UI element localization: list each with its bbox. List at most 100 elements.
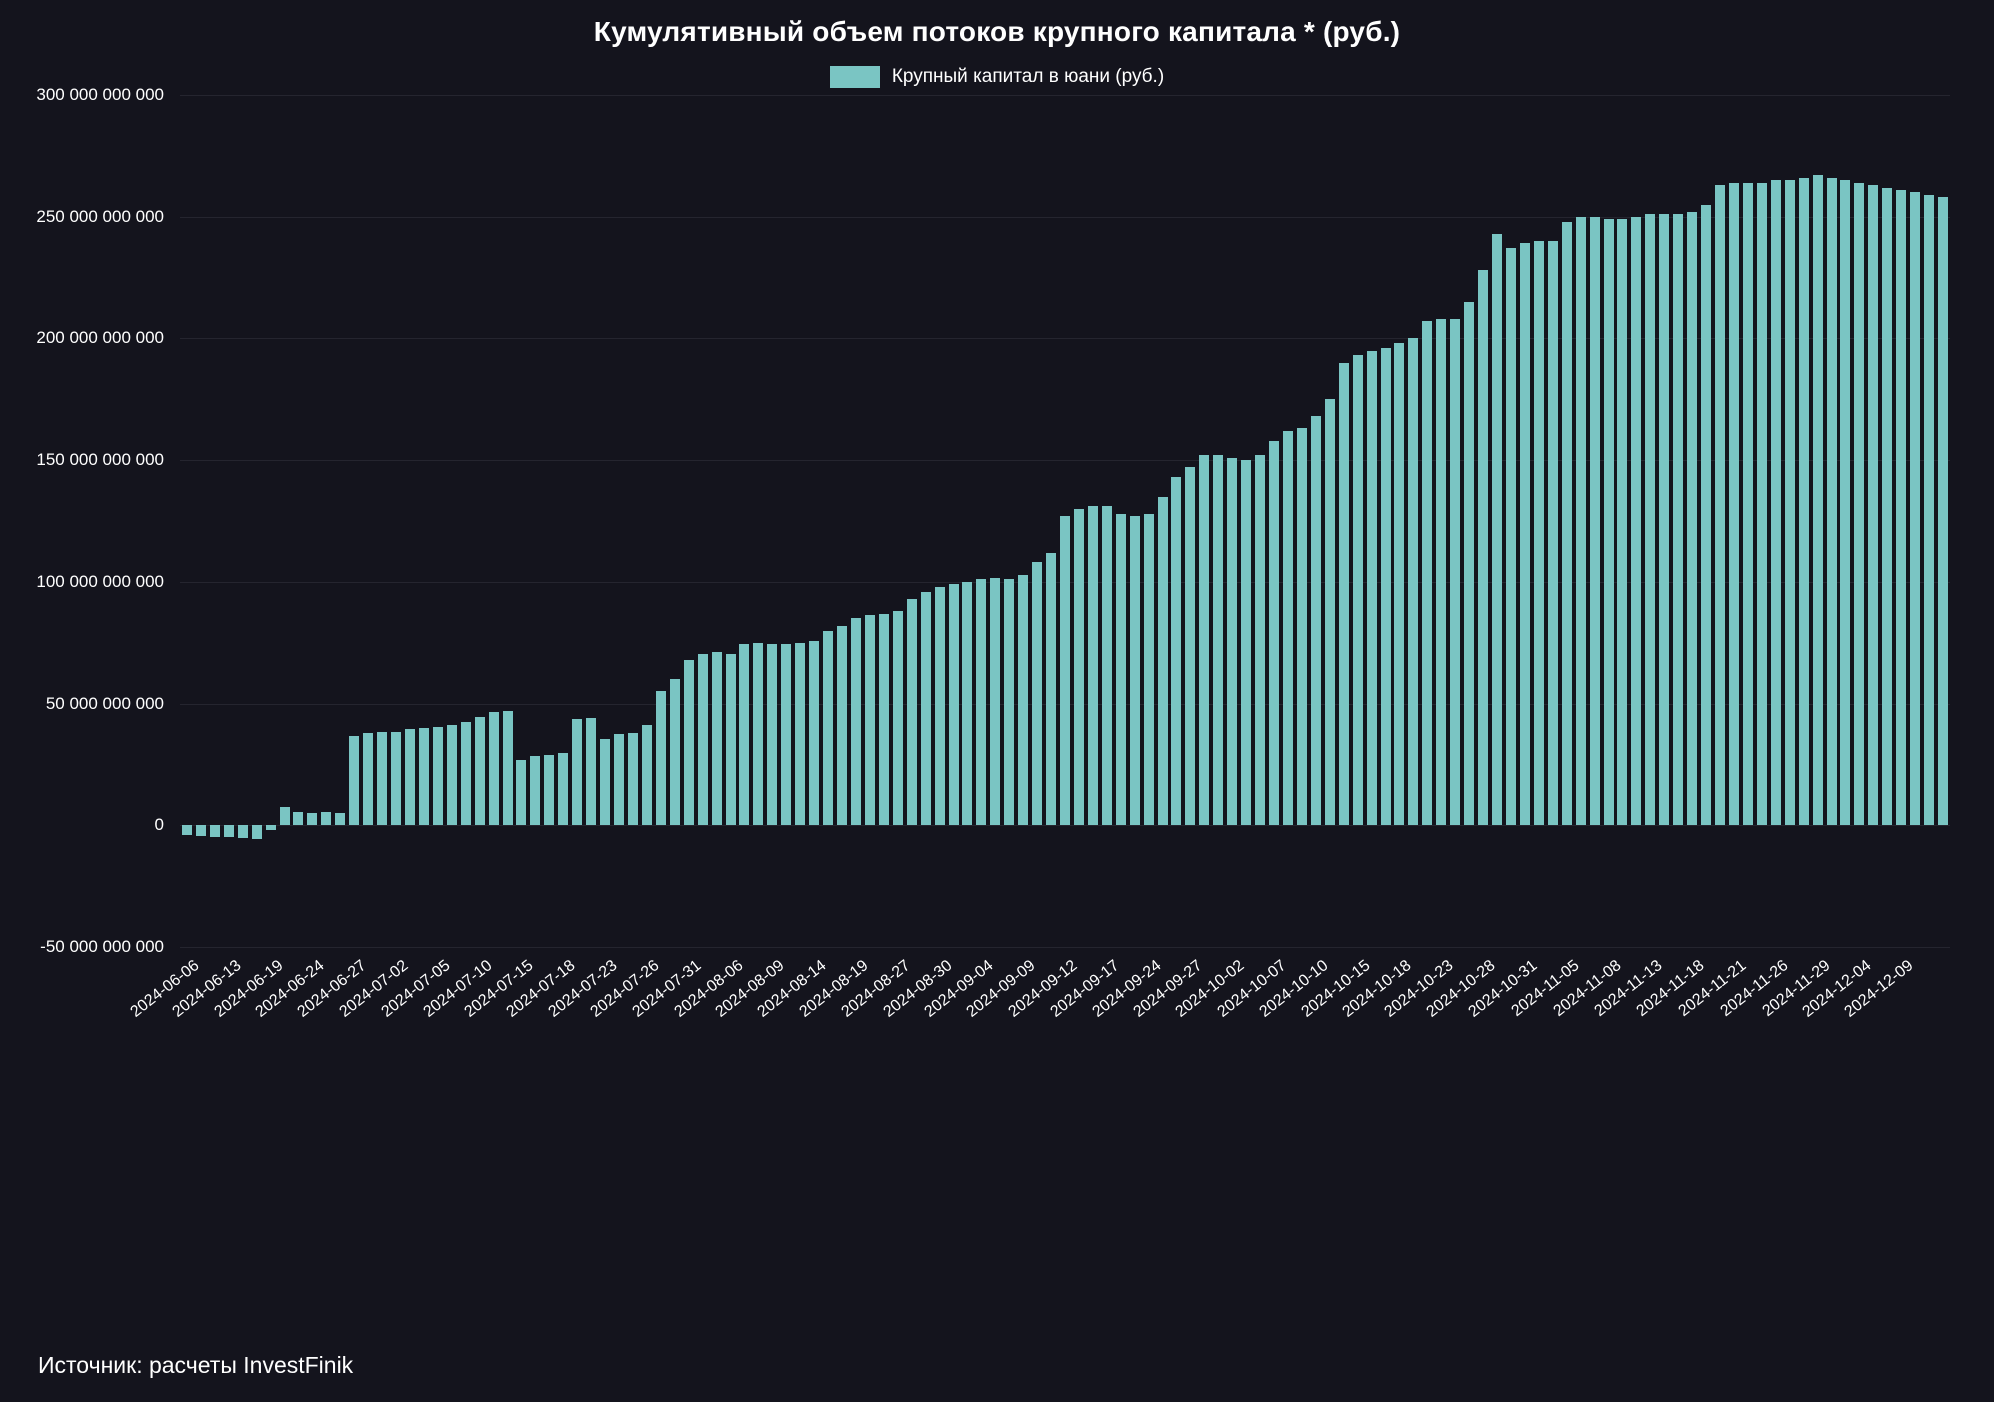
bar [1408,338,1419,826]
bar [349,736,360,826]
bar [1213,455,1224,826]
bar [251,825,262,839]
bar [1659,214,1670,826]
bar [1561,221,1572,826]
bar [293,811,304,826]
bar [1338,362,1349,826]
bar [446,725,457,826]
gridline [180,947,1950,948]
bar [1756,182,1767,826]
bar [181,825,192,836]
bar [209,825,220,838]
bar [767,643,778,826]
y-axis-label: -50 000 000 000 [40,937,164,956]
gridline [180,825,1950,827]
bar [697,653,708,826]
bar [1032,562,1043,826]
bar [279,807,290,826]
bar [1157,496,1168,826]
bar [600,738,611,826]
bar [837,625,847,826]
bar [488,712,499,826]
bar [1868,185,1879,826]
bar [335,812,346,826]
bar [404,729,415,826]
bar [1687,211,1698,826]
legend-label[interactable]: Крупный капитал в юани (руб.) [891,66,1165,87]
bar [934,586,945,826]
bar [572,719,583,826]
bar [1366,350,1377,826]
bar [1436,318,1447,826]
gridline [180,460,1950,462]
bar [878,613,889,826]
bar [1450,318,1461,826]
chart-title: Кумулятивный объем потоков крупного капи… [593,16,1401,47]
y-axis-label: 50 000 000 000 [45,693,164,713]
bar [516,759,527,826]
bar [1854,182,1865,826]
legend[interactable]: Крупный капитал в юани (руб.) [0,66,1994,88]
bar [1143,513,1154,826]
bar [725,653,736,826]
bar [1199,455,1210,826]
bar [1269,440,1280,826]
legend-swatch[interactable] [829,66,880,88]
bar [1938,197,1949,826]
bar [1770,180,1781,826]
bar [1227,457,1238,826]
bar [1728,182,1739,826]
bar [976,579,987,826]
bar [739,643,750,826]
y-axis-label: 0 [154,815,164,835]
bar [1464,301,1475,826]
bar [1046,552,1057,826]
bar [1296,428,1307,826]
bar [1673,214,1684,826]
bar [558,753,569,826]
bar [1826,177,1837,826]
plot-area [180,95,1950,948]
bar [948,584,959,826]
bar [1073,508,1084,826]
bar [1004,579,1015,826]
source-note: Источник: расчеты InvestFinik [38,1352,354,1378]
bar [1241,460,1252,826]
bar [474,716,485,826]
y-axis-label: 200 000 000 000 [36,328,164,348]
bar [669,679,680,826]
bar [655,691,666,826]
bar [614,734,625,826]
bar [460,721,471,826]
bar [850,618,861,826]
bar [1742,182,1753,826]
bar [1784,180,1795,826]
y-axis-label: 250 000 000 000 [36,206,164,226]
bar [1380,348,1391,826]
bar [307,813,318,826]
bar [1129,516,1140,826]
bar [1060,516,1070,826]
gridline [180,216,1950,218]
bar [195,825,206,837]
bar [1617,219,1628,826]
bar [377,732,388,826]
bar [1018,574,1029,826]
bar [1701,204,1712,826]
y-axis-label: 300 000 000 000 [36,85,164,104]
bar [265,825,276,831]
bar [1547,241,1558,826]
bar [1603,219,1614,826]
bar [391,731,402,826]
bar [544,754,555,826]
bar [1101,506,1112,826]
bar [1115,513,1126,826]
bar [1840,180,1851,826]
bar [1310,416,1321,826]
bar [823,630,834,826]
bar [627,732,638,826]
bar [321,811,332,826]
bar [530,755,541,826]
bar [363,732,374,826]
bar [1478,270,1489,826]
